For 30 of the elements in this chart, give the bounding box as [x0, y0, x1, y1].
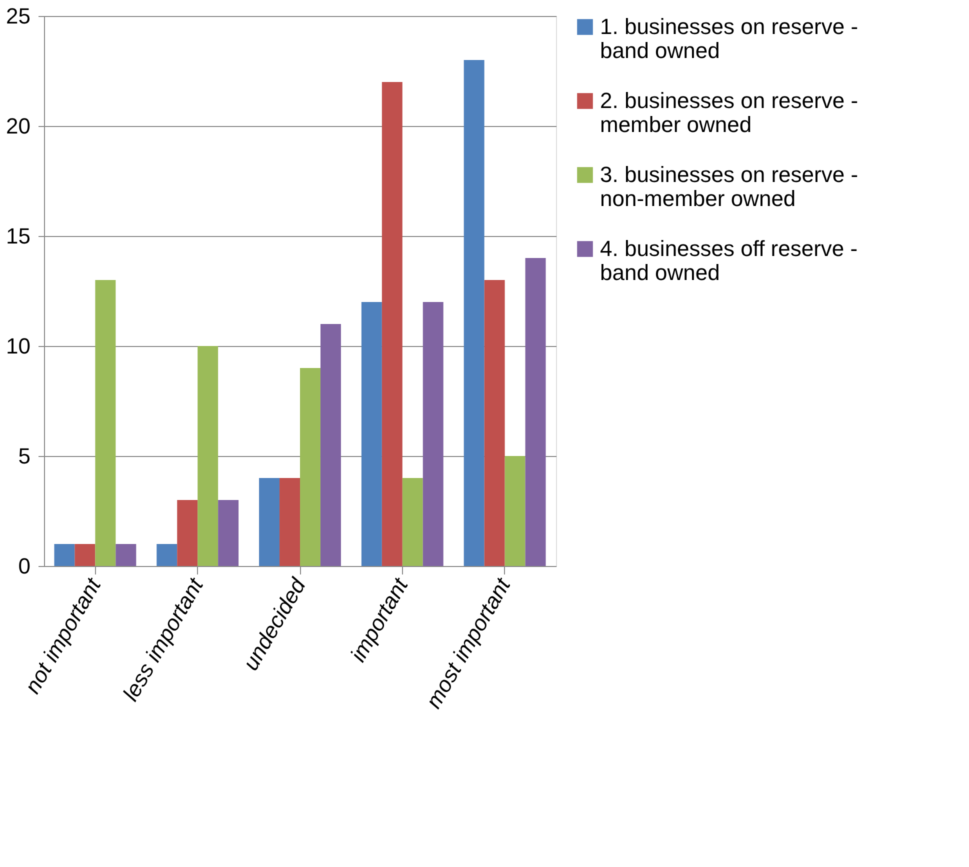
legend-label: 1. businesses on reserve - band owned [600, 14, 858, 63]
bar [361, 302, 382, 566]
legend-label: 4. businesses off reserve - band owned [600, 236, 858, 285]
bar [198, 346, 218, 566]
y-tick-label: 20 [6, 114, 30, 138]
bar [116, 544, 136, 566]
y-tick-label: 15 [6, 224, 30, 248]
bar [422, 302, 444, 566]
bar [320, 324, 341, 566]
y-tick-label: 0 [18, 554, 30, 578]
y-tick-label: 5 [18, 444, 30, 468]
bar [156, 544, 178, 566]
bar [484, 280, 505, 566]
bar [525, 258, 546, 566]
bar [74, 544, 96, 566]
bar [280, 478, 300, 566]
bar [402, 478, 423, 566]
y-tick-label: 25 [6, 4, 30, 28]
legend-label: 3. businesses on reserve - non-member owned [600, 162, 858, 211]
bar [504, 456, 526, 566]
bar [382, 82, 402, 566]
legend-label: 2. businesses on reserve - member owned [600, 88, 858, 137]
bar [464, 60, 484, 566]
bar [177, 500, 198, 566]
bar [54, 544, 75, 566]
bar [95, 280, 116, 566]
y-tick-label: 10 [6, 334, 30, 358]
bar [300, 368, 320, 566]
bar [218, 500, 239, 566]
bar [259, 478, 280, 566]
